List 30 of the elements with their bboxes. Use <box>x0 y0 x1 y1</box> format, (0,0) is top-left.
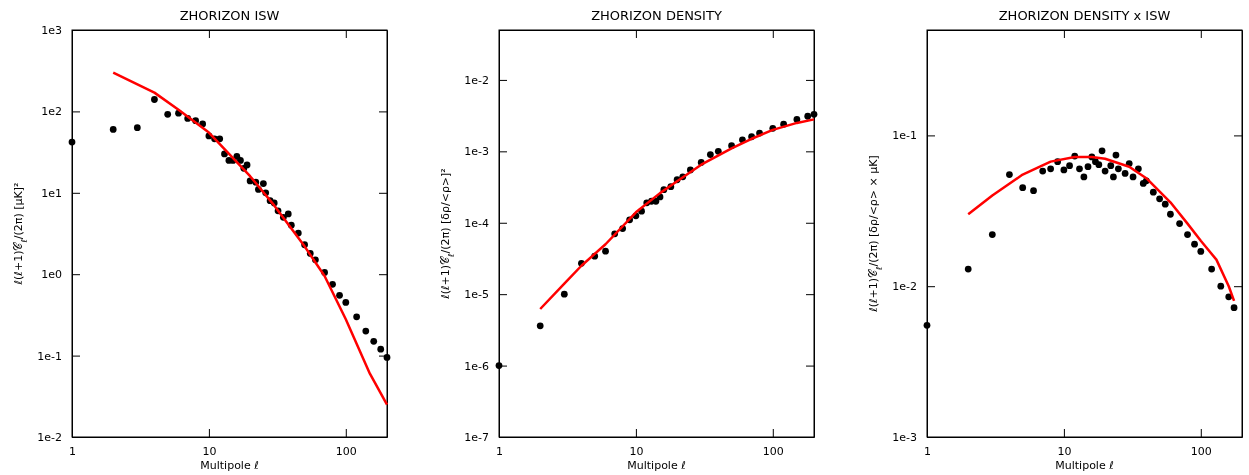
x-tick-label: 10 <box>1057 444 1072 458</box>
y-tick-label: 1e-1 <box>37 349 62 363</box>
x-axis-title: Multipole ℓ <box>1055 459 1114 472</box>
y-tick-label: 1e1 <box>41 186 62 200</box>
y-tick-label: 1e-7 <box>464 431 489 445</box>
y-tick-label: 1e-5 <box>464 288 489 302</box>
x-axis-title: Multipole ℓ <box>200 459 259 472</box>
x-tick-label: 100 <box>762 444 784 458</box>
x-tick-label: 100 <box>335 444 357 458</box>
y-tick-label: 1e3 <box>41 24 62 38</box>
y-tick-label: 1e-3 <box>464 145 489 159</box>
x-tick-label: 10 <box>202 444 217 458</box>
y-tick-label: 1e-2 <box>464 73 489 87</box>
chart-title: ZHORIZON DENSITY x ISW <box>998 8 1171 23</box>
x-axis-title: Multipole ℓ <box>627 459 686 472</box>
y-tick-label: 1e-6 <box>464 359 489 373</box>
chart-title: ZHORIZON DENSITY <box>591 8 722 23</box>
y-tick-label: 1e-2 <box>892 280 917 294</box>
y-tick-label: 1e-2 <box>37 431 62 445</box>
x-tick-label: 10 <box>629 444 644 458</box>
y-tick-label: 1e2 <box>41 105 62 119</box>
y-tick-label: 1e-3 <box>892 431 917 445</box>
y-tick-label: 1e-1 <box>892 129 917 143</box>
chart-title: ZHORIZON ISW <box>179 8 280 23</box>
y-tick-label: 1e0 <box>41 268 62 282</box>
x-tick-label: 1 <box>496 444 503 458</box>
x-tick-label: 1 <box>69 444 76 458</box>
x-tick-label: 1 <box>924 444 931 458</box>
x-tick-label: 100 <box>1190 444 1212 458</box>
y-tick-label: 1e-4 <box>464 216 489 230</box>
